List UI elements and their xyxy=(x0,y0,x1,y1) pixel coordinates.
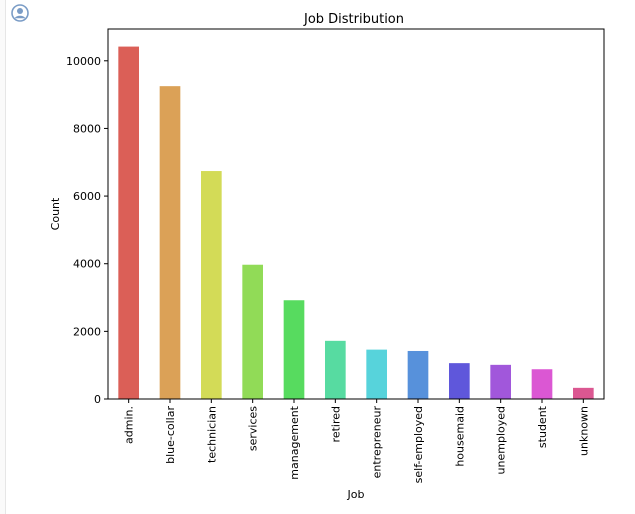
bars-layer xyxy=(118,46,594,399)
user-avatar-icon xyxy=(11,4,29,22)
x-tick-label: unemployed xyxy=(495,406,508,474)
y-tick-label: 10000 xyxy=(66,55,101,68)
x-tick-label: self-employed xyxy=(412,406,425,483)
y-tick-label: 0 xyxy=(94,393,101,406)
bar-unemployed xyxy=(490,364,511,399)
x-tick-label: technician xyxy=(205,406,218,463)
bar-technician xyxy=(201,171,222,399)
y-tick-label: 2000 xyxy=(73,325,101,338)
y-tick-label: 4000 xyxy=(73,258,101,271)
bar-retired xyxy=(325,340,346,399)
y-axis: 0 2000 4000 6000 8000 10000 xyxy=(66,55,108,406)
x-tick-label: unknown xyxy=(577,406,590,456)
notebook-gutter xyxy=(0,0,6,514)
bar-services xyxy=(242,264,263,399)
x-tick-label: blue-collar xyxy=(164,406,177,464)
bar-entrepreneur xyxy=(366,349,387,399)
x-tick-label: housemaid xyxy=(453,406,466,467)
bar-blue-collar xyxy=(159,86,181,399)
bar-unknown xyxy=(573,387,594,399)
y-tick-label: 8000 xyxy=(73,122,101,135)
bar-student xyxy=(531,369,553,399)
x-tick-label: retired xyxy=(329,406,342,442)
bar-self-employed xyxy=(407,350,429,399)
x-axis-label: Job xyxy=(347,488,365,501)
x-tick-label: management xyxy=(288,405,301,479)
chart-title: Job Distribution xyxy=(303,12,404,27)
x-tick-label: services xyxy=(247,406,260,451)
y-axis-label: Count xyxy=(49,197,62,230)
x-tick-label: student xyxy=(536,405,549,448)
y-tick-label: 6000 xyxy=(73,190,101,203)
x-axis: admin. blue-collar technician services manag… xyxy=(123,399,590,483)
x-tick-label: admin. xyxy=(123,406,136,444)
bar-admin xyxy=(118,46,139,399)
bar-management xyxy=(283,300,305,399)
bar-housemaid xyxy=(449,363,470,399)
plot-frame xyxy=(107,28,605,400)
x-tick-label: entrepreneur xyxy=(371,406,384,479)
